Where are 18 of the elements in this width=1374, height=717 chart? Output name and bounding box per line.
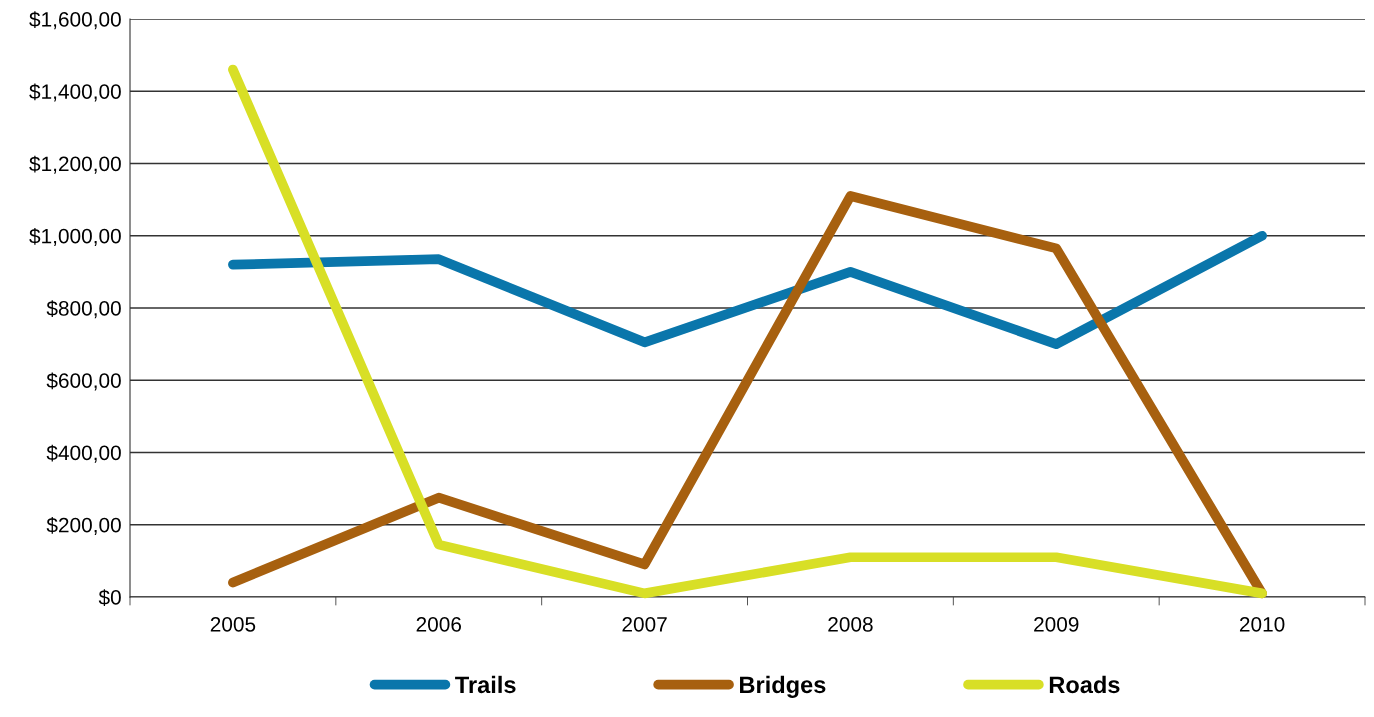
x-tick-label: 2009 xyxy=(1034,616,1079,632)
y-tick-label: $600,00 xyxy=(46,372,121,391)
x-tick-label: 2008 xyxy=(828,616,873,632)
y-tick-label: $1,600,00 xyxy=(29,11,121,30)
y-tick-label: $1,200,00 xyxy=(29,155,121,174)
legend-label: Bridges xyxy=(740,675,826,698)
y-tick-label: $200,00 xyxy=(46,516,121,535)
y-tick-label: $1,000,00 xyxy=(29,227,121,246)
x-tick-label: 2005 xyxy=(210,616,256,632)
legend-label: Roads xyxy=(1049,675,1120,694)
y-tick-label: $800,00 xyxy=(46,300,121,319)
y-tick-label: $0 xyxy=(98,589,121,606)
x-tick-label: 2006 xyxy=(416,616,462,632)
legend-label: Trails xyxy=(455,675,516,694)
x-tick-label: 2007 xyxy=(622,616,667,632)
x-tick-label: 2010 xyxy=(1239,616,1285,632)
y-tick-label: $400,00 xyxy=(46,444,121,463)
y-tick-label: $1,400,00 xyxy=(29,83,121,102)
